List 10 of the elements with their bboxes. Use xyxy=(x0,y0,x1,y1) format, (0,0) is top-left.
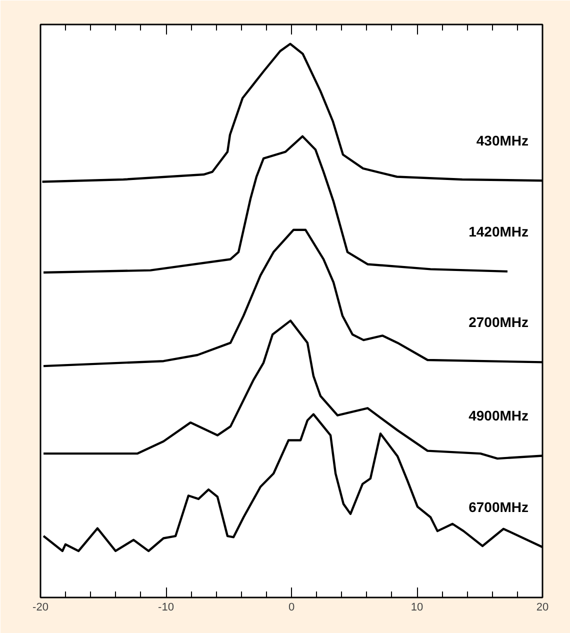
text: 2700MHz xyxy=(468,314,529,330)
x-tick-label: 10 xyxy=(410,602,424,614)
x-tick-label: -10 xyxy=(158,602,174,614)
text: 430MHz xyxy=(476,132,529,149)
text: 4900MHz xyxy=(468,408,529,424)
text: 1420MHz xyxy=(468,223,529,240)
x-tick-label: 0 xyxy=(288,602,295,614)
x-tick-label: -20 xyxy=(32,602,48,614)
series-label: 6700MHz xyxy=(468,499,529,516)
x-tick-label: 20 xyxy=(536,602,549,614)
